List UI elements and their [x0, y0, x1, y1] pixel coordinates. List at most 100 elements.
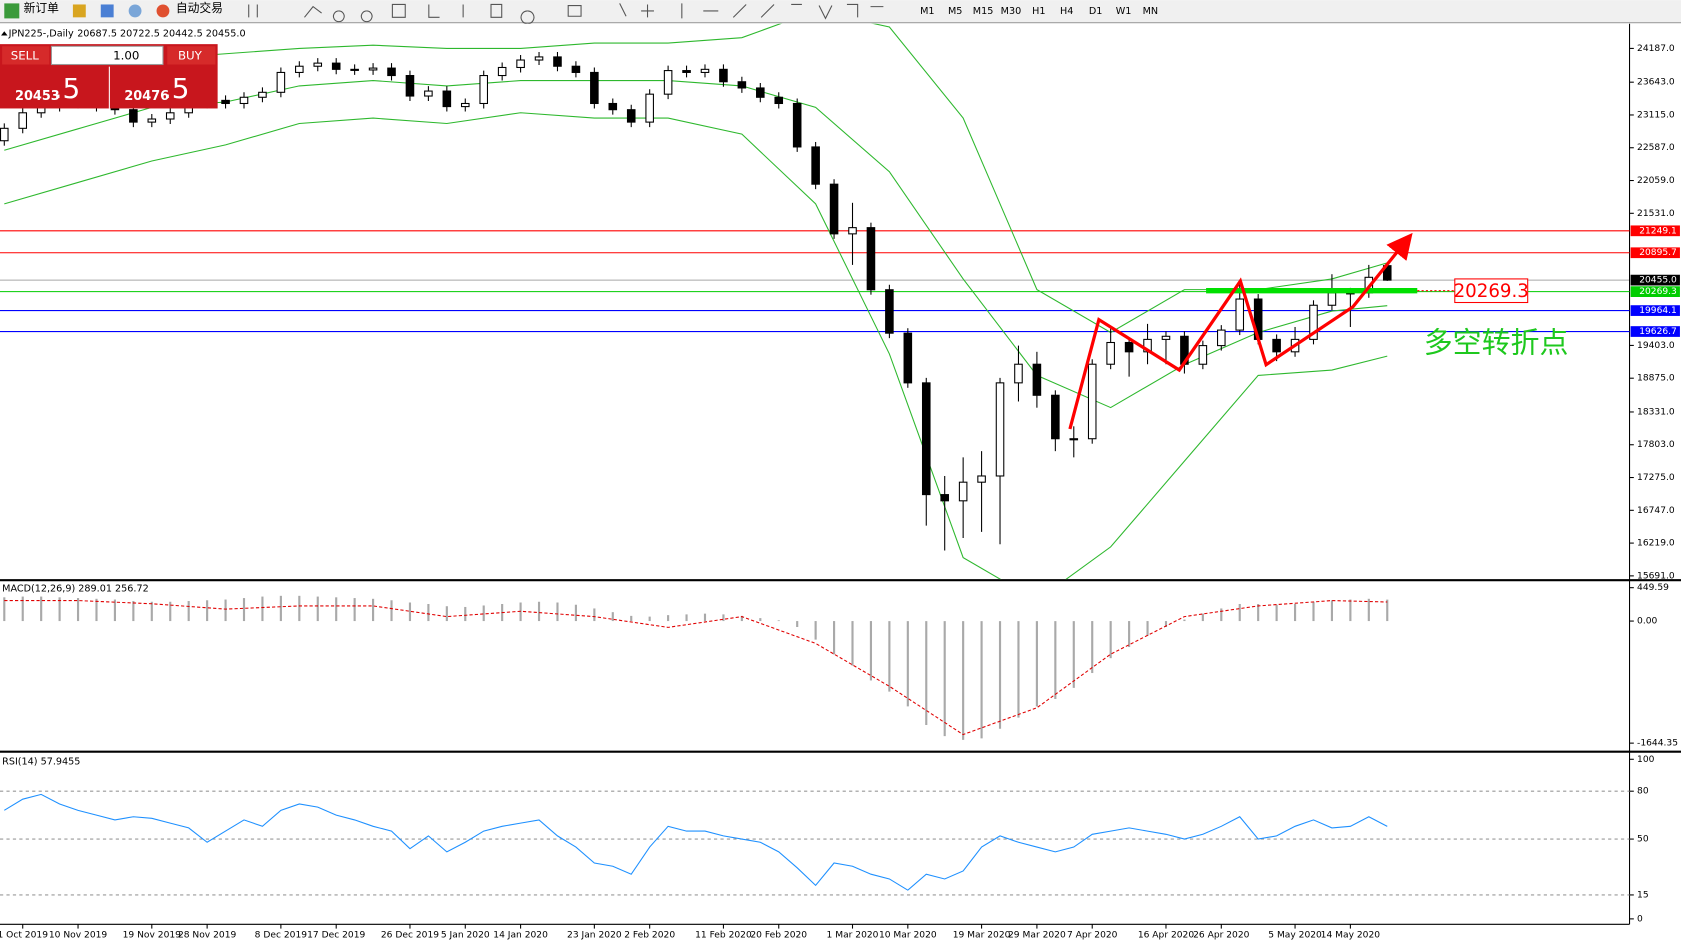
price-level-label: 21249.1	[1639, 226, 1677, 236]
candle-body	[387, 67, 396, 77]
macd-title: MACD(12,26,9) 289.01 256.72	[2, 584, 149, 595]
sell-button[interactable]	[2, 46, 50, 65]
candle-body	[995, 382, 1005, 477]
macd-signal	[4, 600, 1388, 736]
y-tick-label: 15691.0	[1637, 571, 1675, 581]
y-tick-label: 19403.0	[1637, 341, 1675, 351]
timeframe[interactable]: M15	[973, 6, 994, 17]
candle-body	[405, 75, 415, 97]
candle-body	[424, 90, 433, 97]
price-level-tag	[1630, 225, 1680, 237]
new-order[interactable]: 新订单	[24, 1, 60, 15]
new-order-icon[interactable]	[4, 3, 20, 19]
ask-pip[interactable]: .5	[163, 72, 190, 105]
one-click-trading: SELL 1.00 BUY 20453 .5 20476 .5	[0, 44, 218, 109]
timeframe[interactable]: MN	[1143, 6, 1159, 17]
timeframe[interactable]: M5	[948, 6, 962, 17]
buy-label[interactable]: BUY	[178, 48, 203, 62]
x-tick-label: 20 Feb 2020	[750, 931, 807, 941]
bid-pip[interactable]: .5	[54, 72, 81, 105]
rsi-line	[4, 793, 1388, 891]
candle-body	[497, 66, 507, 77]
timeframe[interactable]: H1	[1032, 6, 1045, 17]
candle-body	[258, 91, 267, 98]
rsi-panel	[0, 790, 1630, 896]
icon[interactable]	[128, 4, 142, 18]
buy-button[interactable]	[167, 46, 216, 65]
candle-body	[479, 75, 489, 105]
price-level-tag	[1630, 305, 1680, 316]
y-tick-label: 22587.0	[1637, 143, 1675, 153]
price-level-label: 20269.3	[1639, 287, 1677, 297]
chart-window	[0, 23, 1681, 944]
x-tick-label: 7 Apr 2020	[1067, 931, 1118, 941]
y-tick-label: 18875.0	[1637, 374, 1675, 384]
candle-body	[1161, 335, 1171, 340]
y-tick-label: 15	[1637, 890, 1649, 900]
candle-body	[608, 102, 618, 111]
candle-body	[848, 227, 857, 235]
x-tick-label: 8 Dec 2019	[255, 931, 308, 941]
ask-price[interactable]: 20476	[124, 89, 169, 104]
axes: 24187.0 23643.0 23115.0 22587.0 22059.0 21531…	[0, 44, 1680, 941]
x-tick-label: 14 Jan 2020	[493, 931, 548, 941]
price-panel	[0, 23, 1630, 580]
price-level-tag	[1630, 326, 1680, 337]
candle-body	[1051, 394, 1060, 440]
y-tick-label: 0.00	[1637, 617, 1657, 627]
candle-body	[1327, 292, 1337, 306]
icon[interactable]	[100, 4, 114, 18]
y-tick-label: 21531.0	[1637, 209, 1675, 219]
timeframe[interactable]: H4	[1060, 6, 1073, 17]
y-tick-label: -1644.35	[1637, 739, 1678, 749]
x-tick-label: 26 Dec 2019	[381, 931, 439, 941]
lots[interactable]: 1.00	[113, 48, 139, 62]
y-tick-label: 16747.0	[1637, 506, 1675, 516]
candle-body	[903, 332, 913, 384]
candle-body	[460, 102, 470, 108]
bid-price[interactable]: 20453	[15, 89, 60, 104]
sell-label[interactable]: SELL	[11, 48, 39, 62]
candle-body	[885, 289, 894, 334]
y-tick-label: 23643.0	[1637, 78, 1675, 88]
y-tick-label: 449.59	[1637, 583, 1669, 593]
auto-trading[interactable]: 自动交易	[176, 1, 223, 15]
annotation-price: 20269.3	[1454, 281, 1529, 302]
candle-body	[700, 68, 710, 73]
candle-body	[313, 62, 323, 67]
rsi-title: RSI(14) 57.9455	[2, 756, 80, 767]
x-tick-label: 29 Mar 2020	[1008, 931, 1066, 941]
collapse-icon	[1, 31, 8, 36]
x-tick-label: 1 Oct 2019	[0, 931, 48, 941]
chart-title: JPN225-,Daily	[8, 28, 74, 39]
candle-body	[368, 67, 378, 71]
y-tick-label: 100	[1637, 755, 1655, 765]
candle-body	[940, 494, 949, 502]
x-tick-label: 2 Feb 2020	[624, 931, 675, 941]
lots-input[interactable]	[50, 45, 164, 66]
candle-body	[1198, 345, 1208, 365]
candle-body	[977, 475, 986, 483]
candle-body	[590, 71, 599, 105]
price-level-tag	[1630, 286, 1680, 297]
candle-body	[221, 99, 230, 105]
candle-body	[129, 109, 138, 123]
candle-body	[442, 90, 452, 108]
timeframe[interactable]: M1	[920, 6, 934, 17]
timeframe[interactable]: D1	[1089, 6, 1103, 17]
y-tick-label: 18331.0	[1637, 407, 1675, 417]
candle-body	[811, 146, 820, 185]
x-tick-label: 26 Apr 2020	[1193, 931, 1250, 941]
timeframe[interactable]: M30	[1001, 6, 1022, 17]
candle-body	[756, 87, 765, 98]
candle-body	[1014, 363, 1023, 384]
y-tick-label: 24187.0	[1637, 44, 1675, 54]
timeframe[interactable]: W1	[1116, 6, 1132, 17]
y-tick-label: 22059.0	[1637, 176, 1675, 186]
auto-trading-icon[interactable]	[156, 4, 170, 18]
y-tick-label: 17275.0	[1637, 473, 1675, 483]
candle-body	[1235, 298, 1245, 331]
icon[interactable]	[72, 4, 86, 18]
candle-body	[645, 93, 654, 123]
